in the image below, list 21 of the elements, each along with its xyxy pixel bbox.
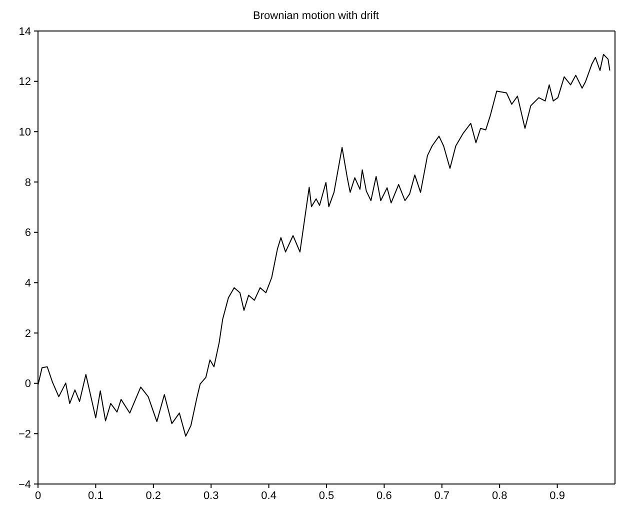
y-tick-label: 4 [24, 278, 31, 290]
x-tick-label: 0.2 [146, 490, 162, 502]
x-tick-label: 0.6 [376, 490, 392, 502]
y-tick-label: 8 [24, 176, 31, 189]
y-tick-label: 10 [18, 126, 31, 139]
x-tick-label: 0.9 [550, 490, 565, 502]
y-tick-label: −2 [18, 428, 31, 441]
x-tick-label: 0.4 [261, 490, 276, 502]
y-tick-label: 0 [24, 378, 31, 390]
y-tick-label: 14 [18, 26, 31, 38]
x-tick-label: 0.5 [318, 490, 334, 502]
x-tick-label: 0.7 [434, 490, 450, 502]
x-tick-label: 0 [34, 490, 42, 502]
x-tick-label: 0.3 [203, 490, 219, 502]
y-tick-label: 2 [24, 328, 31, 340]
y-tick-label: −4 [18, 478, 31, 491]
y-tick-label: 6 [24, 227, 31, 240]
x-tick-label: 0.1 [88, 490, 104, 502]
y-tick-label: 12 [18, 76, 31, 88]
x-tick-label: 0.8 [492, 490, 508, 502]
chart-title: Brownian motion with drift [252, 9, 380, 24]
